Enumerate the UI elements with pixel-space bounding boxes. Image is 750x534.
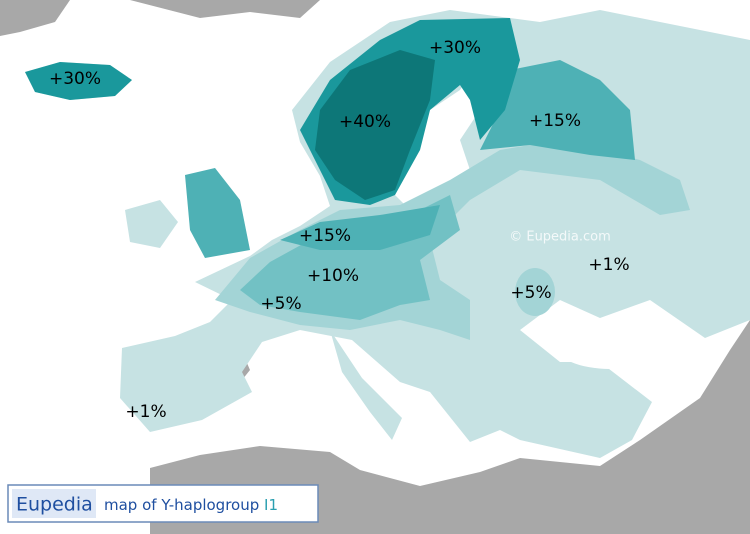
- region-label: +5%: [260, 294, 301, 314]
- zone-5-percent-east: [515, 268, 555, 316]
- zone-15-percent-east: [480, 60, 635, 160]
- zone-30-percent-iceland: [25, 62, 132, 100]
- zone-40-percent: [315, 50, 435, 200]
- region-label: +15%: [529, 111, 581, 131]
- zone-britain: [185, 168, 250, 258]
- region-label: +1%: [588, 255, 629, 275]
- black-sea: [555, 321, 665, 369]
- haplogroup: I1: [264, 496, 278, 514]
- zone-15-percent: [280, 205, 440, 250]
- region-label: +30%: [429, 38, 481, 58]
- caption: map of Y-haplogroup: [104, 496, 259, 514]
- region-label: +1%: [125, 402, 166, 422]
- region-label: +5%: [510, 283, 551, 303]
- region-label: +15%: [299, 226, 351, 246]
- watermark: © Eupedia.com: [509, 230, 611, 245]
- brand: Eupedia: [16, 494, 93, 516]
- brand-box: [12, 489, 96, 518]
- legend: Eupedia map of Y-haplogroup I1: [7, 484, 319, 523]
- legend-caption: map of Y-haplogroup I1: [104, 496, 278, 514]
- region-label: +10%: [307, 266, 359, 286]
- region-label: +30%: [49, 69, 101, 89]
- region-label: +40%: [339, 112, 391, 132]
